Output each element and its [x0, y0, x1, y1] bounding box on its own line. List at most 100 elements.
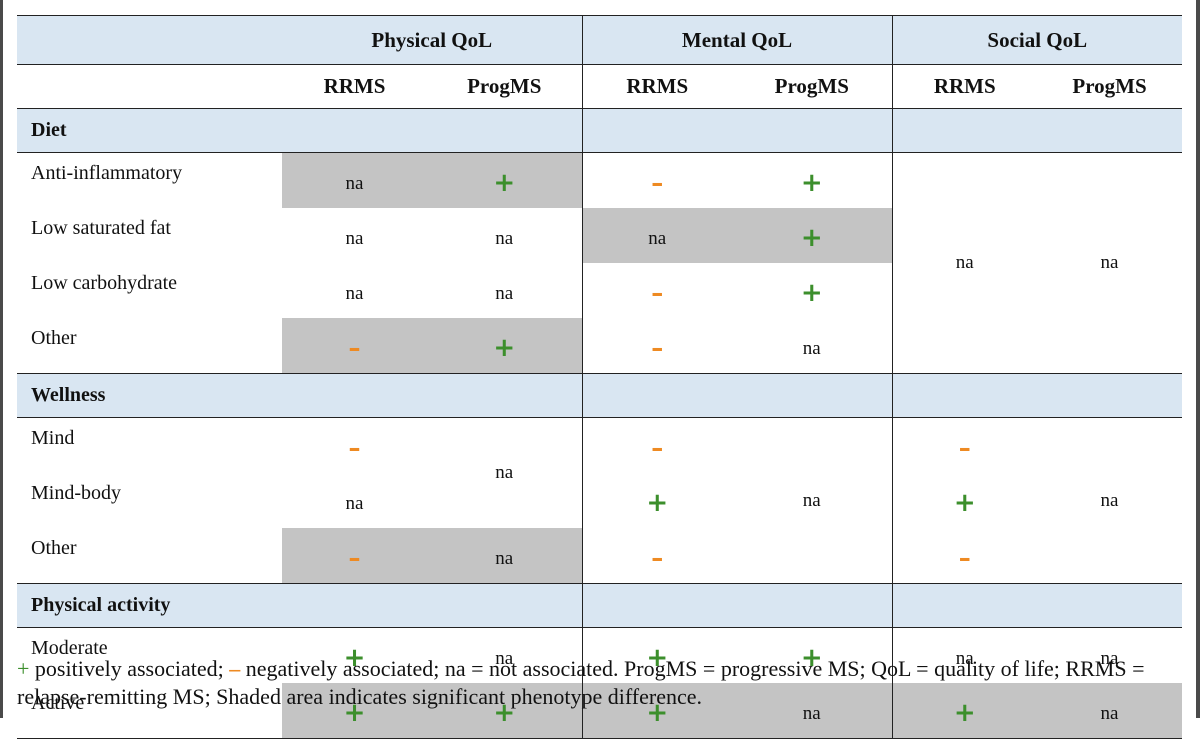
corner-cell [17, 15, 282, 65]
cell: – [891, 417, 1038, 473]
row-label: Moderate [31, 637, 108, 659]
social-progms-header: ProgMS [1037, 64, 1183, 109]
negative-mark: – [958, 433, 971, 462]
negative-mark: – [651, 168, 664, 197]
cell: – [581, 263, 733, 318]
positive-mark: + [800, 168, 823, 198]
cell: – [581, 417, 733, 473]
table-row: Anti-inflammatory na + – + na na [17, 152, 1182, 374]
window-frame-right [1196, 0, 1200, 718]
section-label: Diet [17, 108, 583, 153]
cell: na [282, 152, 427, 208]
footnote-text-1: positively associated; [29, 656, 230, 681]
cell: na [581, 208, 733, 263]
physical-progms-header: ProgMS [427, 64, 583, 109]
negative-mark: – [958, 543, 971, 572]
cell: na [495, 647, 514, 669]
row-label: Mind [31, 427, 75, 449]
table-row: Mind – na – na – na [17, 417, 1182, 511]
positive-mark: + [646, 643, 669, 673]
physical-qol-header: Physical QoL [282, 15, 583, 65]
qol-association-table: Physical QoL Mental QoL Social QoL RRMS … [17, 15, 1183, 739]
negative-mark: – [348, 433, 361, 462]
cell: + [732, 263, 892, 318]
row-label: Other [31, 537, 77, 559]
social-qol-header: Social QoL [891, 15, 1183, 65]
positive-mark: + [953, 488, 976, 518]
row-label: Other [31, 327, 77, 349]
mental-rrms-header: RRMS [581, 64, 733, 109]
cell: + [732, 208, 893, 263]
cell: – [282, 418, 427, 474]
row-label: Anti-inflammatory [31, 162, 183, 184]
positive-mark: + [493, 168, 516, 198]
cell: na [495, 227, 514, 249]
cell: na [345, 282, 364, 304]
cell: na [495, 462, 514, 483]
positive-mark: + [493, 333, 516, 363]
cell: + [427, 318, 583, 374]
cell: – [282, 528, 427, 584]
cell: na [1100, 647, 1119, 669]
footnote-plus-symbol: + [17, 656, 30, 681]
footnote-minus-symbol: – [229, 656, 241, 681]
section-label: Physical activity [17, 583, 583, 628]
social-rrms-header: RRMS [891, 64, 1038, 109]
table-row: Moderate + na + + na na [17, 627, 1182, 684]
table-row: Low saturated fat na na na + [17, 208, 1182, 263]
cell: – [891, 528, 1038, 584]
cell: + [282, 628, 427, 684]
cell: na [1100, 489, 1119, 511]
cell: na [891, 627, 1038, 683]
footnote-text-2: negatively associated; na = not associat… [17, 656, 1145, 709]
cell: na [1100, 252, 1119, 273]
subheader-row: RRMS ProgMS RRMS ProgMS RRMS ProgMS [17, 64, 1183, 109]
cell: + [732, 153, 892, 209]
table-row: Low carbohydrate na na – + [17, 263, 1182, 318]
row-label: Mind-body [31, 482, 121, 504]
cell: + [891, 473, 1038, 528]
section-row-physical-activity: Physical activity [17, 583, 1183, 628]
cell: – [282, 318, 427, 374]
cell: + [732, 628, 892, 684]
positive-mark: + [800, 643, 823, 673]
negative-mark: – [651, 543, 664, 572]
positive-mark: + [800, 223, 823, 253]
table-row: Other – + – na [17, 318, 1182, 374]
positive-mark: + [646, 488, 669, 518]
section-label: Wellness [17, 373, 583, 418]
corner-cell [17, 64, 282, 109]
positive-mark: + [343, 643, 366, 673]
cell: na [427, 528, 583, 584]
cell: + [581, 473, 733, 528]
negative-mark: – [348, 543, 361, 572]
window-frame-left [0, 0, 3, 718]
cell: + [581, 627, 733, 683]
cell: + [427, 152, 583, 208]
physical-rrms-header: RRMS [282, 64, 427, 109]
cell: – [581, 528, 733, 584]
negative-mark: – [651, 278, 664, 307]
positive-mark: + [800, 278, 823, 308]
cell: na [891, 152, 1038, 374]
cell: na [345, 227, 364, 249]
table-row: Other – na – – [17, 528, 1182, 584]
cell: na [802, 489, 821, 511]
negative-mark: – [348, 333, 361, 362]
row-label: Low saturated fat [31, 217, 171, 239]
cell: – [581, 152, 733, 208]
cell: na [345, 492, 364, 514]
negative-mark: – [651, 433, 664, 462]
cell: na [802, 337, 821, 359]
row-label: Low carbohydrate [31, 272, 178, 294]
mental-qol-header: Mental QoL [581, 15, 893, 65]
section-row-diet: Diet [17, 108, 1183, 153]
table-row: Mind-body na + + [17, 473, 1182, 528]
cell: na [495, 282, 514, 304]
group-header-row: Physical QoL Mental QoL Social QoL [17, 15, 1183, 65]
mental-progms-header: ProgMS [732, 64, 893, 109]
cell: – [581, 318, 733, 374]
negative-mark: – [651, 333, 664, 362]
table-footnote: + positively associated; – negatively as… [17, 655, 1182, 711]
section-row-wellness: Wellness [17, 373, 1183, 418]
